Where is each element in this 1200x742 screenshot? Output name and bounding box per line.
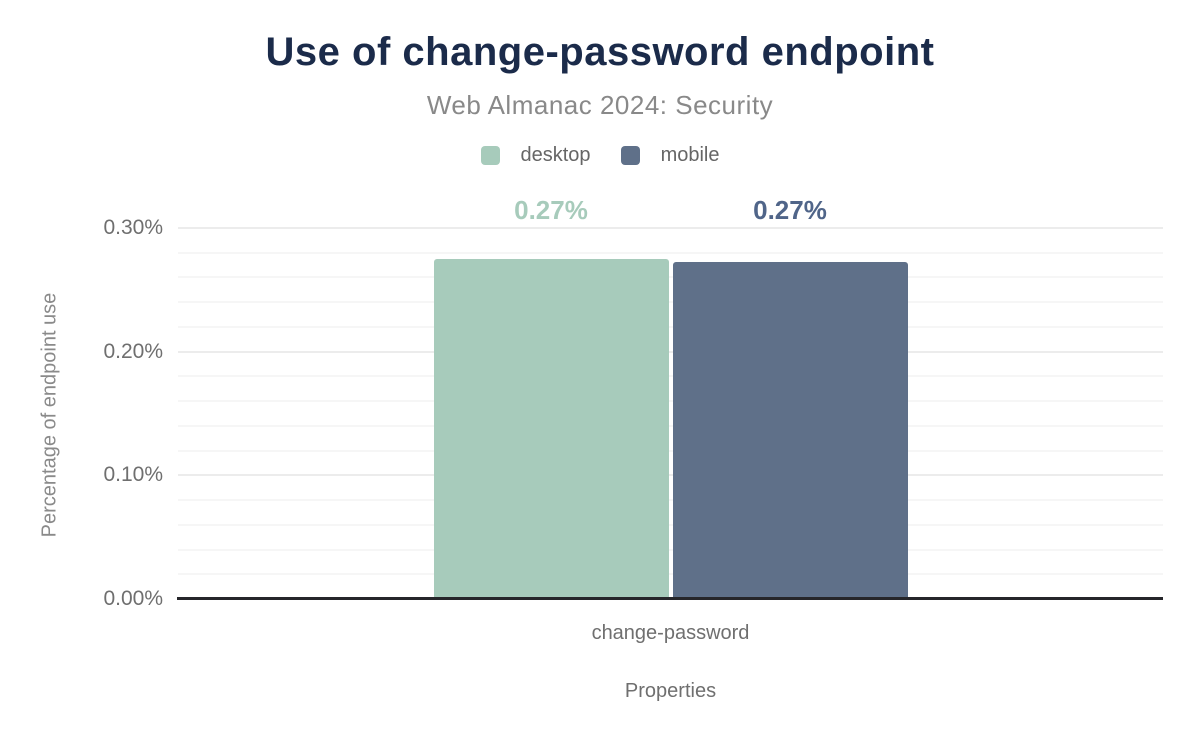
minor-gridline xyxy=(178,499,1163,501)
minor-gridline xyxy=(178,400,1163,402)
minor-gridline xyxy=(178,375,1163,378)
minor-gridline xyxy=(178,424,1163,427)
y-tick-label: 0.20% xyxy=(103,339,163,363)
y-tick-label: 0.30% xyxy=(103,215,163,239)
bar-value-label-desktop: 0.27% xyxy=(514,195,588,225)
minor-gridline xyxy=(178,301,1163,303)
x-axis-title: Properties xyxy=(624,680,717,702)
plot-area xyxy=(177,203,1163,600)
major-gridline xyxy=(178,226,1163,229)
minor-gridline xyxy=(178,573,1163,576)
y-axis-ticks: 0.00% 0.10% 0.20% 0.30% xyxy=(0,203,163,610)
legend: desktop mobile xyxy=(0,144,1200,167)
bar-mobile[interactable] xyxy=(672,262,908,599)
chart-subtitle: Web Almanac 2024: Security xyxy=(426,90,774,120)
minor-gridline xyxy=(178,251,1163,254)
legend-label: mobile xyxy=(660,144,720,166)
minor-gridline xyxy=(178,449,1163,452)
y-tick-label: 0.10% xyxy=(103,463,163,487)
minor-gridline xyxy=(178,325,1163,328)
legend-swatch-icon xyxy=(620,146,640,165)
minor-gridline xyxy=(178,523,1163,526)
minor-gridline xyxy=(178,548,1163,551)
chart-title: Use of change-password endpoint xyxy=(265,30,935,74)
legend-item-desktop[interactable]: desktop xyxy=(480,144,591,167)
x-category-labels: change-password xyxy=(178,620,1163,646)
x-axis-line xyxy=(177,597,1163,600)
y-tick-label: 0.00% xyxy=(103,587,163,610)
major-gridline xyxy=(178,350,1163,353)
bar-desktop[interactable] xyxy=(433,258,669,599)
legend-label: desktop xyxy=(520,144,591,166)
bar-value-label-mobile: 0.27% xyxy=(753,195,827,225)
major-gridline xyxy=(178,474,1163,477)
bar-value-labels: 0.27% 0.27% xyxy=(178,194,1163,226)
minor-gridline xyxy=(178,276,1163,279)
legend-item-mobile[interactable]: mobile xyxy=(620,144,720,167)
x-category-label: change-password xyxy=(591,622,750,644)
legend-swatch-icon xyxy=(480,146,500,165)
